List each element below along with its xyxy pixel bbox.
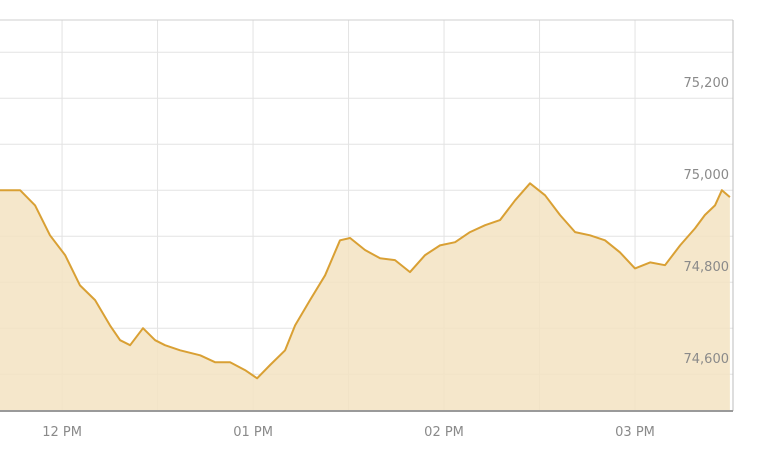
x-tick-label: 01 PM: [233, 425, 273, 440]
x-tick-label: 02 PM: [424, 425, 464, 440]
y-tick-label: 74,600: [684, 352, 730, 367]
x-tick-label: 12 PM: [42, 425, 82, 440]
x-tick-label: 03 PM: [615, 425, 655, 440]
y-tick-label: 75,200: [684, 76, 730, 91]
y-tick-label: 75,000: [684, 168, 730, 183]
y-tick-label: 74,800: [684, 260, 730, 275]
area-fill: [0, 183, 730, 411]
price-line: [0, 182, 731, 380]
